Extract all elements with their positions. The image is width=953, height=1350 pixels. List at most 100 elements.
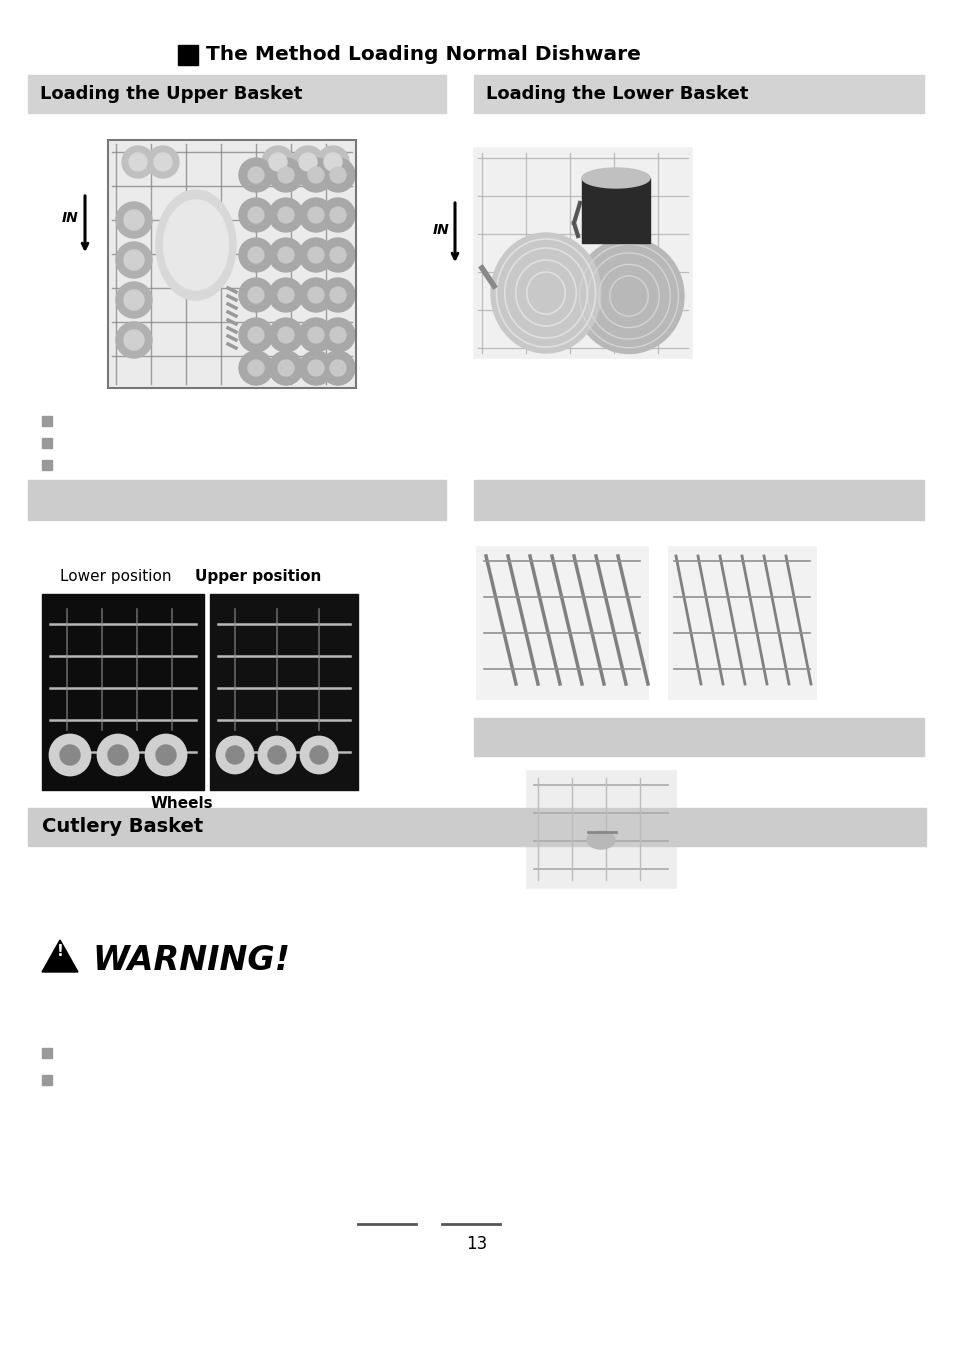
Circle shape <box>330 207 346 223</box>
Bar <box>42 594 204 790</box>
Circle shape <box>298 238 333 271</box>
Circle shape <box>320 158 355 192</box>
Circle shape <box>308 207 324 223</box>
Ellipse shape <box>581 167 649 188</box>
Circle shape <box>262 146 294 178</box>
Circle shape <box>116 282 152 319</box>
Circle shape <box>248 207 264 223</box>
Circle shape <box>269 351 303 385</box>
Circle shape <box>248 327 264 343</box>
Circle shape <box>146 734 186 775</box>
Circle shape <box>316 146 349 178</box>
Circle shape <box>308 327 324 343</box>
Text: Lower position: Lower position <box>60 568 172 583</box>
Circle shape <box>277 288 294 302</box>
Ellipse shape <box>586 832 615 849</box>
Circle shape <box>116 242 152 278</box>
Bar <box>42 460 52 470</box>
Circle shape <box>239 319 273 352</box>
Circle shape <box>60 745 80 765</box>
Circle shape <box>330 288 346 302</box>
Text: Upper position: Upper position <box>194 568 321 583</box>
Bar <box>178 45 198 65</box>
Circle shape <box>324 153 341 171</box>
Circle shape <box>269 278 303 312</box>
Circle shape <box>124 211 144 230</box>
Circle shape <box>298 153 316 171</box>
Circle shape <box>277 247 294 263</box>
Circle shape <box>124 290 144 310</box>
Circle shape <box>330 167 346 184</box>
Bar <box>108 140 355 387</box>
Circle shape <box>147 146 179 178</box>
Bar <box>42 416 52 427</box>
Circle shape <box>277 360 294 377</box>
Circle shape <box>308 167 324 184</box>
Bar <box>108 140 355 387</box>
Circle shape <box>298 278 333 312</box>
Text: Loading the Upper Basket: Loading the Upper Basket <box>40 85 302 103</box>
Circle shape <box>116 323 152 358</box>
Bar <box>474 718 923 756</box>
Bar <box>581 178 649 243</box>
Circle shape <box>330 360 346 377</box>
Circle shape <box>116 202 152 238</box>
Circle shape <box>292 146 324 178</box>
Bar <box>42 1048 52 1058</box>
Text: !: ! <box>56 945 63 960</box>
Ellipse shape <box>491 234 600 352</box>
Circle shape <box>277 167 294 184</box>
Circle shape <box>277 327 294 343</box>
Text: Loading the Lower Basket: Loading the Lower Basket <box>485 85 747 103</box>
Text: WARNING!: WARNING! <box>91 944 290 976</box>
Circle shape <box>269 238 303 271</box>
Circle shape <box>298 198 333 232</box>
Circle shape <box>308 288 324 302</box>
Circle shape <box>320 319 355 352</box>
Circle shape <box>320 351 355 385</box>
Circle shape <box>153 153 172 171</box>
Bar <box>28 809 925 846</box>
Circle shape <box>268 747 286 764</box>
Circle shape <box>308 360 324 377</box>
Bar <box>42 437 52 448</box>
Circle shape <box>277 207 294 223</box>
Circle shape <box>122 146 153 178</box>
Circle shape <box>124 250 144 270</box>
Bar <box>28 481 446 520</box>
Circle shape <box>258 737 294 774</box>
Circle shape <box>50 734 90 775</box>
Ellipse shape <box>163 200 229 290</box>
Circle shape <box>239 238 273 271</box>
Circle shape <box>248 167 264 184</box>
Circle shape <box>301 737 336 774</box>
Circle shape <box>269 319 303 352</box>
Text: 13: 13 <box>466 1235 487 1253</box>
Ellipse shape <box>156 190 235 300</box>
Circle shape <box>308 247 324 263</box>
Circle shape <box>269 153 287 171</box>
Circle shape <box>298 319 333 352</box>
Circle shape <box>320 238 355 271</box>
Ellipse shape <box>574 239 683 354</box>
Circle shape <box>269 198 303 232</box>
Text: The Method Loading Normal Dishware: The Method Loading Normal Dishware <box>206 46 640 65</box>
Circle shape <box>320 198 355 232</box>
Text: Cutlery Basket: Cutlery Basket <box>42 818 203 837</box>
Text: Wheels: Wheels <box>151 796 213 811</box>
Circle shape <box>248 247 264 263</box>
Circle shape <box>108 745 128 765</box>
Bar <box>476 545 647 699</box>
Bar <box>28 76 446 113</box>
Text: IN: IN <box>62 211 79 225</box>
Circle shape <box>310 747 328 764</box>
Circle shape <box>226 747 244 764</box>
Bar <box>42 1075 52 1085</box>
Circle shape <box>239 278 273 312</box>
Circle shape <box>129 153 147 171</box>
Circle shape <box>239 351 273 385</box>
Circle shape <box>239 158 273 192</box>
Bar <box>474 76 923 113</box>
Circle shape <box>216 737 253 774</box>
Bar <box>667 545 815 699</box>
